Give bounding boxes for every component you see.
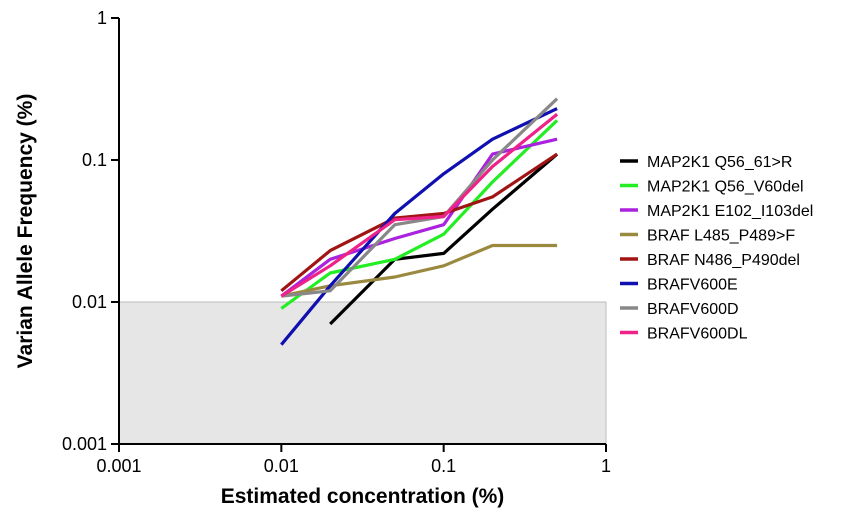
legend-label: BRAFV600E <box>647 277 738 294</box>
x-tick-label: 1 <box>601 456 611 476</box>
legend-label: BRAF L485_P489>F <box>647 228 795 245</box>
x-axis-title: Estimated concentration (%) <box>221 485 505 508</box>
series-line-6 <box>280 107 558 346</box>
y-tick-label: 0.01 <box>72 292 107 312</box>
series-layer <box>280 97 559 346</box>
y-axis-ticks: 0.001 0.01 0.1 1 <box>62 8 119 454</box>
x-axis-ticks: 0.001 0.01 0.1 1 <box>96 444 611 476</box>
series-line-2 <box>280 119 559 310</box>
legend-label: MAP2K1 Q56_V60del <box>647 179 804 196</box>
y-tick-label: 1 <box>97 8 107 28</box>
y-axis-title: Varian Allele Frequency (%) <box>14 94 37 369</box>
y-tick-label: 0.001 <box>62 434 107 454</box>
legend-label: BRAFV600DL <box>647 326 748 343</box>
series-line-5 <box>280 152 558 293</box>
series-line-8 <box>280 112 559 298</box>
series-line-7 <box>281 97 559 298</box>
legend-label: BRAF N486_P490del <box>647 252 800 269</box>
below-threshold-shaded-region <box>118 301 607 445</box>
x-tick-label: 0.1 <box>431 456 456 476</box>
legend-label: MAP2K1 E102_I103del <box>647 203 813 220</box>
y-tick-label: 0.1 <box>82 150 107 170</box>
legend-label: MAP2K1 Q56_61>R <box>647 154 792 171</box>
series-line-4 <box>280 243 558 298</box>
x-tick-label: 0.001 <box>96 456 141 476</box>
legend: MAP2K1 Q56_61>R MAP2K1 Q56_V60del MAP2K1 E… <box>620 154 813 343</box>
x-tick-label: 0.01 <box>264 456 299 476</box>
legend-label: BRAFV600D <box>647 301 739 318</box>
